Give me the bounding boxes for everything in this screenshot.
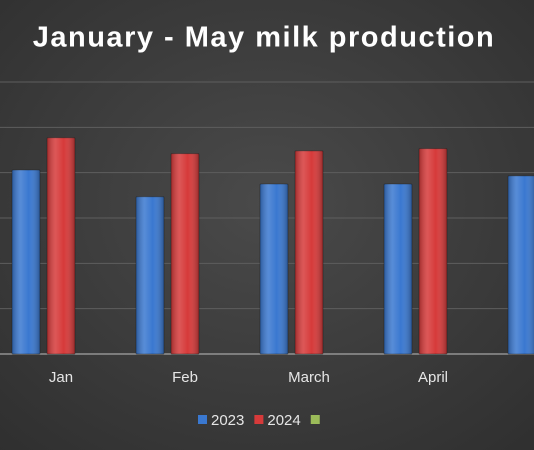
legend-label: 2023	[211, 412, 244, 429]
legend-label: 2024	[267, 412, 300, 429]
bar	[170, 153, 200, 355]
bar	[46, 137, 76, 355]
bar	[11, 169, 41, 355]
chart-title: January - May milk production	[33, 22, 495, 54]
legend-marker	[198, 415, 207, 424]
x-tick-label: March	[288, 369, 330, 386]
legend-marker	[254, 415, 264, 424]
bar	[259, 183, 289, 355]
bar	[135, 196, 165, 355]
bar	[418, 148, 448, 355]
bar	[294, 150, 324, 355]
x-tick-label: Jan	[49, 369, 73, 386]
x-tick-label: Feb	[172, 369, 198, 386]
bar	[383, 183, 413, 355]
x-tick-label: April	[418, 369, 448, 386]
legend-marker	[310, 415, 320, 424]
bar	[507, 175, 534, 355]
